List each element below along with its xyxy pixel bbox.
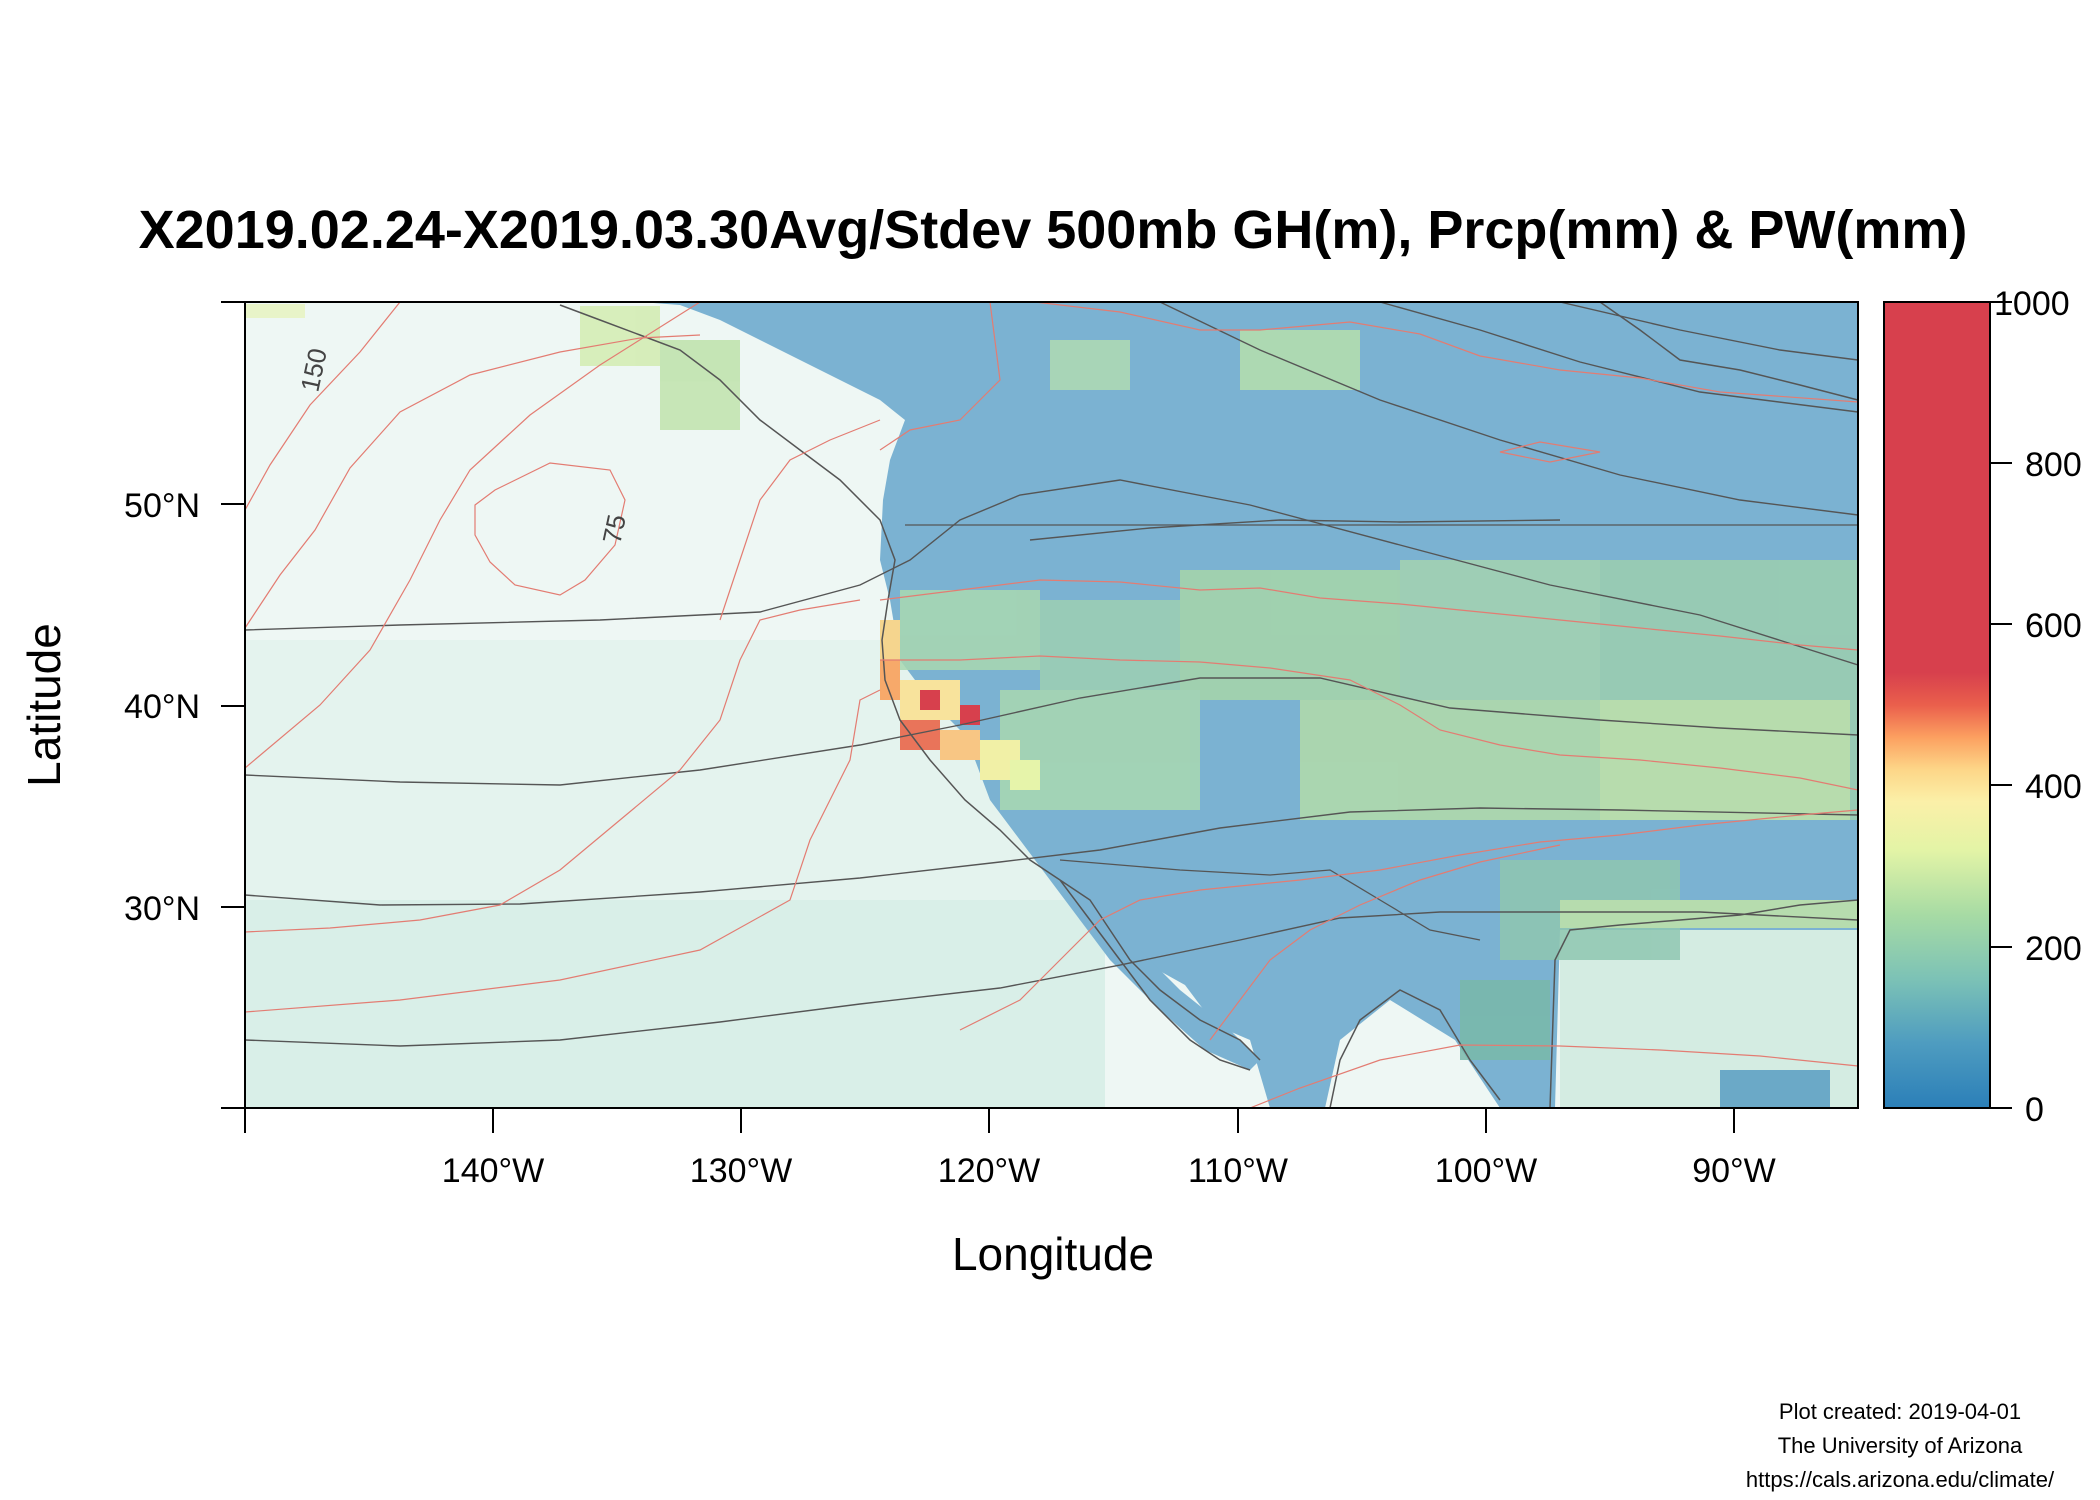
colorbar-tick-1000: 1000	[1994, 285, 2070, 323]
colorbar-tick-200: 200	[2025, 930, 2082, 968]
precip-patches	[245, 304, 1858, 1060]
california-precip-hotspot	[880, 620, 1040, 790]
credit-date: Plot created: 2019-04-01	[1779, 1399, 2021, 1424]
y-axis-label: Latitude	[18, 623, 70, 787]
y-tick-40N: 40°N	[124, 688, 200, 726]
credit-url: https://cals.arizona.edu/climate/	[1746, 1467, 2055, 1492]
coastline	[559, 302, 1858, 1108]
y-tick-30N: 30°N	[124, 890, 200, 928]
x-tick-130W: 130°W	[690, 1152, 792, 1190]
y-tick-50N: 50°N	[124, 487, 200, 525]
colorbar-tick-400: 400	[2025, 768, 2082, 806]
x-tick-120W: 120°W	[938, 1152, 1040, 1190]
x-tick-140W: 140°W	[442, 1152, 544, 1190]
colorbar-ticks	[1990, 301, 2012, 1109]
chart-title: X2019.02.24-X2019.03.30Avg/Stdev 500mb G…	[139, 200, 1968, 260]
colorbar-tick-800: 800	[2025, 446, 2082, 484]
colorbar-tick-0: 0	[2025, 1091, 2044, 1129]
x-axis-label: Longitude	[952, 1228, 1154, 1280]
contour-label-75: 75	[597, 512, 632, 547]
y-axis	[221, 301, 245, 1109]
pw-contours	[245, 302, 1858, 1108]
colorbar-frame	[1883, 301, 1991, 1109]
x-axis	[244, 1108, 1735, 1133]
x-tick-110W: 110°W	[1188, 1152, 1288, 1190]
map-plot-area: 150 75	[245, 302, 1858, 1108]
land-baja	[1060, 880, 1260, 1070]
gh-contours	[245, 302, 1858, 1047]
x-tick-90W: 90°W	[1692, 1152, 1776, 1190]
border-us-mexico	[1059, 859, 1481, 941]
colorbar-tick-600: 600	[2025, 607, 2082, 645]
yucatan-land	[1720, 1070, 1830, 1108]
colorbar	[1884, 302, 1990, 1108]
credit-institution: The University of Arizona	[1778, 1433, 2023, 1458]
ocean-band-far-south	[245, 900, 1105, 1108]
x-tick-100W: 100°W	[1435, 1152, 1537, 1190]
